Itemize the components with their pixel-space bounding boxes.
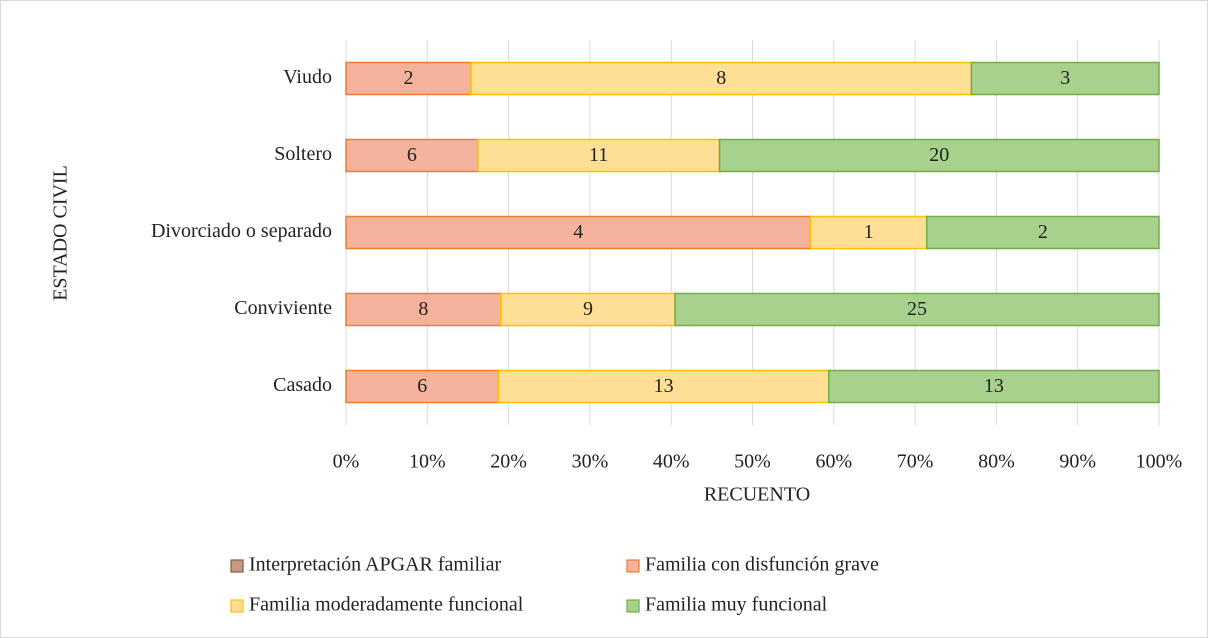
bar-segment <box>345 61 472 96</box>
data-label: 8 <box>418 298 428 320</box>
data-label: 13 <box>654 375 674 397</box>
legend-label: Familia moderadamente funcional <box>249 594 524 616</box>
data-label: 13 <box>984 375 1004 397</box>
y-tick-label: Casado <box>273 374 332 396</box>
bar-segment <box>500 292 676 327</box>
data-label: 2 <box>404 67 414 89</box>
data-label: 11 <box>589 144 608 166</box>
x-tick-label: 90% <box>1059 451 1096 473</box>
bar-segment <box>345 292 502 327</box>
x-axis-title: RECUENTO <box>704 484 810 506</box>
data-label: 6 <box>417 375 427 397</box>
data-label: 8 <box>716 67 726 89</box>
data-label: 9 <box>583 298 593 320</box>
bar-segment <box>809 215 928 250</box>
x-tick-label: 20% <box>490 451 527 473</box>
data-label: 20 <box>929 144 949 166</box>
x-tick-label: 40% <box>653 451 690 473</box>
bar-segment <box>345 369 500 404</box>
x-tick-label: 80% <box>978 451 1015 473</box>
x-tick-label: 10% <box>409 451 446 473</box>
y-tick-label: Divorciado o separado <box>151 220 332 242</box>
x-tick-label: 0% <box>333 451 360 473</box>
data-label: 3 <box>1060 67 1070 89</box>
x-tick-label: 60% <box>815 451 852 473</box>
y-tick-label: Conviviente <box>234 297 332 319</box>
y-tick-label: Soltero <box>274 143 332 165</box>
legend-marker <box>626 599 640 613</box>
legend-label: Familia con disfunción grave <box>645 554 879 576</box>
data-label: 2 <box>1038 221 1048 243</box>
bar-segment <box>470 61 973 96</box>
data-label: 1 <box>864 221 874 243</box>
legend-marker <box>230 559 244 573</box>
bar-segment <box>925 215 1160 250</box>
bar-segment <box>827 369 1160 404</box>
legend-marker <box>626 559 640 573</box>
legend-label: Interpretación APGAR familiar <box>249 554 501 576</box>
bar-segment <box>345 138 479 173</box>
y-tick-label: Viudo <box>283 66 332 88</box>
bar-segment <box>477 138 721 173</box>
bar-segment <box>718 138 1160 173</box>
y-axis-title: ESTADO CIVIL <box>50 165 72 301</box>
bar-segment <box>674 292 1160 327</box>
x-tick-label: 70% <box>897 451 934 473</box>
legend-marker <box>230 599 244 613</box>
legend-label: Familia muy funcional <box>645 594 828 616</box>
data-label: 25 <box>907 298 927 320</box>
data-label: 6 <box>407 144 417 166</box>
x-tick-label: 30% <box>572 451 609 473</box>
data-label: 4 <box>573 221 583 243</box>
bar-segment <box>970 61 1160 96</box>
x-tick-label: 100% <box>1136 451 1183 473</box>
x-tick-label: 50% <box>734 451 771 473</box>
